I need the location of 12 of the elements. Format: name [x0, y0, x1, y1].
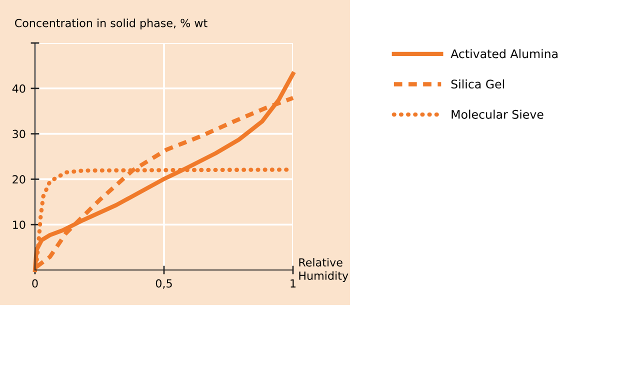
y-tick-label: 20: [12, 175, 26, 184]
x-tick-label: 0: [32, 279, 38, 288]
y-tick-label: 30: [12, 130, 26, 138]
y-axis-title: Concentration in solid phase, % wt: [14, 18, 208, 30]
x-tick-label: 0,5: [156, 279, 172, 289]
y-tick-label: 40: [12, 84, 26, 93]
legend-label: Molecular Sieve: [452, 110, 544, 119]
legend-label: Silica Gel: [451, 79, 504, 89]
x-tick-label: 1: [290, 279, 296, 288]
legend-label: Activated Alumina: [450, 49, 558, 58]
x-axis-title: Relative Humidity: [299, 258, 348, 282]
y-tick-label: 10: [13, 220, 26, 229]
